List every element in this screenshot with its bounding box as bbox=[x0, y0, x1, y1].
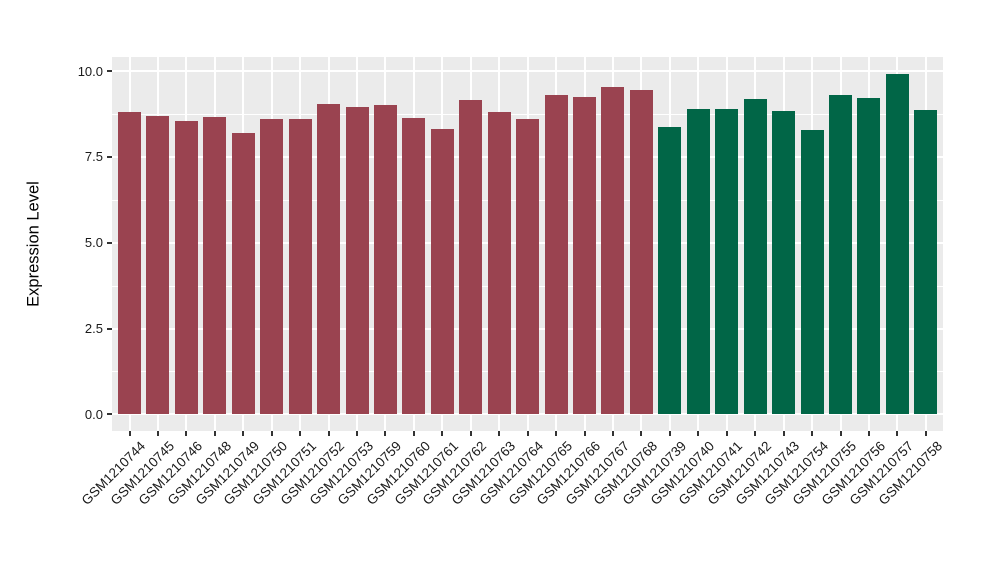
bar bbox=[174, 120, 198, 415]
bar bbox=[516, 119, 540, 415]
bar bbox=[487, 112, 511, 415]
bar bbox=[402, 118, 426, 415]
bar bbox=[800, 130, 824, 415]
bar bbox=[317, 103, 341, 415]
x-axis-tick bbox=[327, 431, 330, 436]
x-axis-tick bbox=[412, 431, 415, 436]
bar bbox=[857, 97, 881, 415]
x-axis-tick bbox=[469, 431, 472, 436]
y-axis-tick bbox=[107, 413, 112, 416]
bar bbox=[686, 108, 710, 415]
bar bbox=[601, 86, 625, 415]
bar bbox=[629, 89, 653, 415]
y-axis-tick bbox=[107, 327, 112, 330]
bar bbox=[914, 109, 938, 415]
bar bbox=[118, 112, 141, 415]
bar bbox=[459, 100, 483, 415]
x-axis-tick bbox=[668, 431, 671, 436]
bar bbox=[373, 105, 397, 415]
bar bbox=[288, 119, 312, 415]
x-axis-tick bbox=[611, 431, 614, 436]
x-axis-tick bbox=[185, 431, 188, 436]
bar bbox=[146, 115, 170, 415]
x-axis-tick bbox=[811, 431, 814, 436]
y-axis-tick-label: 0.0 bbox=[84, 406, 103, 422]
x-axis-tick bbox=[156, 431, 159, 436]
bar bbox=[829, 95, 852, 415]
y-axis-tick-label: 2.5 bbox=[84, 321, 103, 336]
y-axis-tick-label: 5.0 bbox=[84, 235, 103, 251]
x-axis-tick bbox=[924, 431, 927, 436]
x-axis-tick bbox=[697, 431, 700, 436]
bar bbox=[544, 95, 568, 415]
x-axis-tick bbox=[555, 431, 558, 436]
x-axis-tick bbox=[526, 431, 529, 436]
bar bbox=[658, 126, 682, 415]
bar bbox=[430, 129, 454, 415]
x-axis-tick bbox=[867, 431, 870, 436]
y-axis-tick bbox=[107, 70, 112, 73]
x-axis-tick bbox=[754, 431, 757, 436]
bar bbox=[260, 119, 284, 415]
x-axis-tick bbox=[299, 431, 302, 436]
bar bbox=[345, 107, 369, 415]
x-axis-tick bbox=[896, 431, 899, 436]
x-axis-tick bbox=[782, 431, 785, 436]
y-axis-tick bbox=[107, 155, 112, 158]
x-axis-tick bbox=[583, 431, 586, 436]
bar bbox=[772, 110, 796, 415]
x-axis-tick bbox=[384, 431, 387, 436]
x-axis-tick bbox=[725, 431, 728, 436]
bar bbox=[573, 96, 597, 415]
x-axis-tick bbox=[356, 431, 359, 436]
bar bbox=[203, 117, 227, 415]
x-axis-tick bbox=[242, 431, 245, 436]
bar bbox=[743, 99, 767, 415]
y-axis-tick-label: 7.5 bbox=[84, 149, 103, 165]
y-axis-tick-label: 10.0 bbox=[77, 63, 103, 79]
x-axis-tick bbox=[640, 431, 643, 436]
y-axis-title: Expression Level bbox=[24, 181, 43, 307]
x-axis-tick bbox=[213, 431, 216, 436]
y-axis-tick bbox=[107, 241, 112, 244]
x-axis-tick bbox=[441, 431, 444, 436]
bar bbox=[231, 132, 255, 415]
bar bbox=[715, 108, 739, 415]
bar bbox=[885, 73, 909, 415]
plot-panel bbox=[112, 57, 943, 431]
x-axis-tick bbox=[270, 431, 273, 436]
x-axis-tick bbox=[839, 431, 842, 436]
x-axis-tick bbox=[498, 431, 501, 436]
x-axis-tick bbox=[128, 431, 131, 436]
